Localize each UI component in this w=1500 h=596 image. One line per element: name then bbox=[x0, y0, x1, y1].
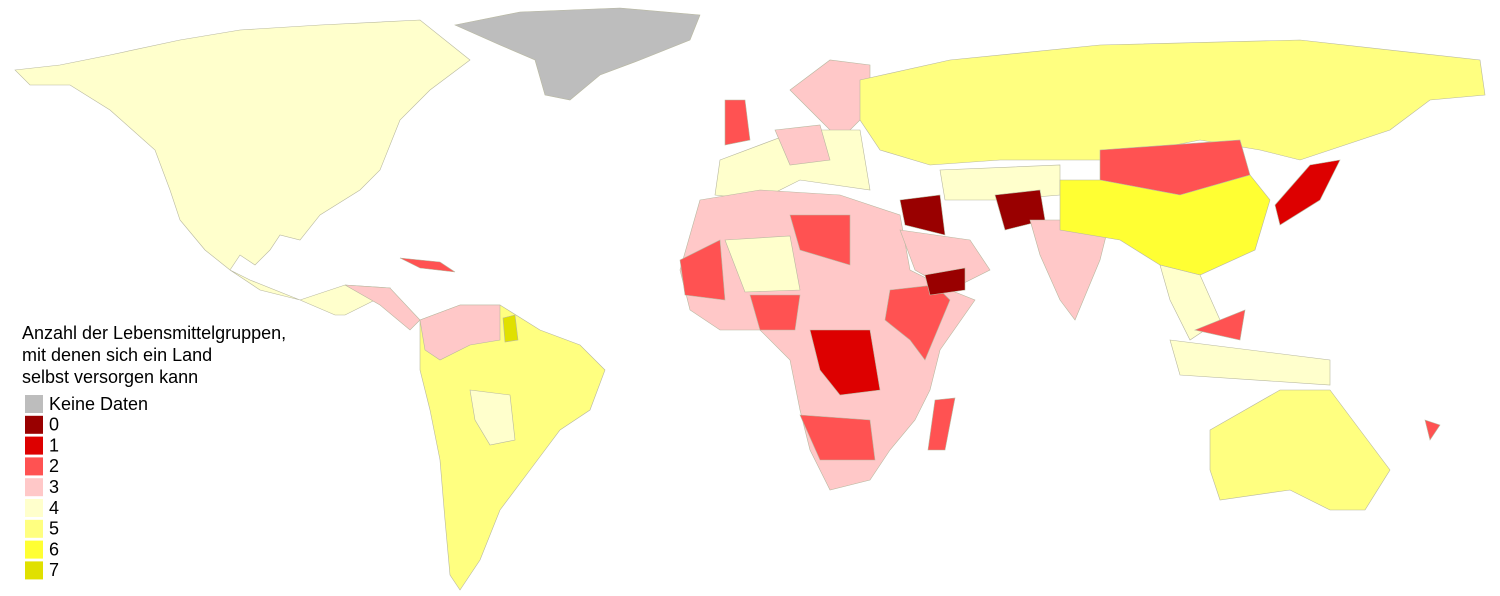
japan bbox=[1274, 159, 1341, 226]
sahel bbox=[724, 235, 801, 293]
legend-swatch bbox=[25, 457, 43, 476]
congo bbox=[809, 329, 881, 396]
legend-swatch bbox=[25, 436, 43, 455]
countries bbox=[14, 7, 1486, 591]
legend-label: 6 bbox=[49, 539, 59, 559]
nigeria bbox=[749, 294, 801, 331]
central-europe bbox=[774, 124, 831, 166]
legend-label: 2 bbox=[49, 456, 59, 476]
russia bbox=[859, 39, 1486, 166]
legend-label: 5 bbox=[49, 519, 59, 539]
north-america bbox=[14, 19, 471, 316]
malaysia bbox=[1193, 309, 1246, 341]
libya bbox=[789, 214, 851, 266]
yemen bbox=[924, 267, 966, 296]
legend-title: mit denen sich ein Land bbox=[22, 345, 212, 365]
legend-title: selbst versorgen kann bbox=[22, 367, 198, 387]
legend-swatch bbox=[25, 499, 43, 517]
legend-label: 3 bbox=[49, 477, 59, 497]
indonesia bbox=[1169, 339, 1331, 386]
greenland bbox=[454, 7, 701, 101]
mauritania bbox=[679, 239, 726, 301]
southern-africa bbox=[799, 414, 876, 461]
legend-swatch bbox=[25, 561, 43, 580]
madagascar bbox=[927, 397, 956, 451]
legend-label: 4 bbox=[49, 498, 59, 518]
new-zealand bbox=[1424, 419, 1441, 441]
bolivia bbox=[469, 389, 516, 446]
legend-label: 7 bbox=[49, 560, 59, 580]
legend-label: 0 bbox=[49, 415, 59, 435]
legend-swatch bbox=[25, 395, 43, 413]
legend-label: 1 bbox=[49, 435, 59, 455]
colombia-venezuela bbox=[419, 304, 501, 361]
legend-swatch bbox=[25, 540, 43, 559]
iraq bbox=[899, 194, 946, 236]
legend-swatch bbox=[25, 478, 43, 497]
saudi-arabia bbox=[899, 229, 991, 291]
legend-swatch bbox=[25, 415, 43, 434]
legend-label: Keine Daten bbox=[49, 394, 148, 414]
uk bbox=[724, 99, 751, 146]
legend: Anzahl der Lebensmittelgruppen,mit denen… bbox=[22, 323, 286, 580]
china bbox=[1059, 174, 1271, 276]
australia bbox=[1209, 389, 1391, 511]
legend-swatch bbox=[25, 519, 43, 538]
central-america bbox=[344, 284, 421, 331]
cuba bbox=[399, 257, 456, 273]
guyana bbox=[502, 314, 519, 343]
south-america bbox=[419, 304, 606, 591]
legend-title: Anzahl der Lebensmittelgruppen, bbox=[22, 323, 286, 343]
